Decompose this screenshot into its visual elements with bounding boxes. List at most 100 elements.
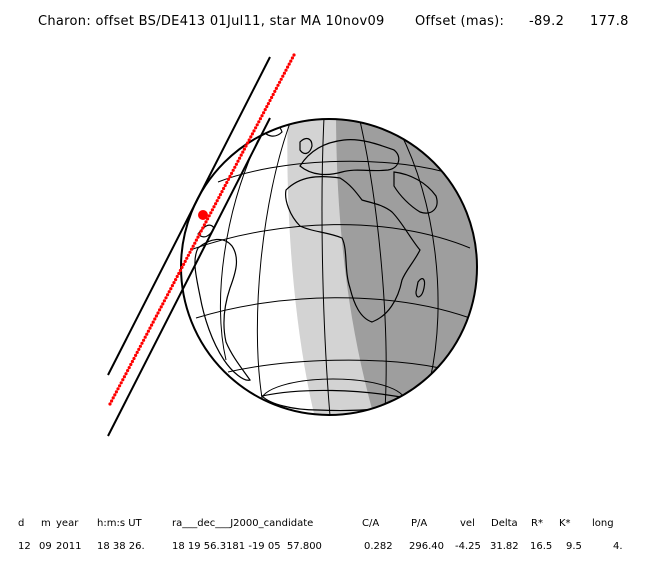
centerline-dot xyxy=(134,353,138,357)
centerline-dot xyxy=(273,89,277,93)
centerline-dot xyxy=(250,132,254,136)
centerline-dot xyxy=(111,396,115,400)
centerline-dot xyxy=(223,183,227,188)
centerline-dot xyxy=(199,229,203,233)
centerline-dot xyxy=(222,186,226,191)
value-year: 2011 xyxy=(56,541,82,552)
centerline-dot xyxy=(263,108,267,112)
centerline-dot xyxy=(212,205,216,209)
britain-outline xyxy=(299,137,313,155)
value-day: 12 xyxy=(18,541,31,552)
centerline-dot xyxy=(162,299,166,303)
centerline-dot xyxy=(210,208,214,212)
centerline-dot xyxy=(242,147,246,151)
centerline-dot xyxy=(110,399,114,403)
centerline-dot xyxy=(258,117,262,121)
centerline-dot xyxy=(166,293,170,297)
centerline-dot xyxy=(207,214,211,218)
value-kstar: 9.5 xyxy=(566,541,582,552)
centerline-dot xyxy=(239,153,243,157)
centerline-dot xyxy=(182,262,186,266)
centerline-dot xyxy=(209,211,213,215)
centerline-dot xyxy=(154,314,158,318)
centerline-dot xyxy=(126,369,130,373)
centerline-dot xyxy=(265,105,269,109)
centerline-dot xyxy=(278,80,282,84)
centerline-dot xyxy=(169,287,173,291)
centerline-dot xyxy=(214,202,218,206)
centerline-dot xyxy=(127,366,131,370)
centerline-dot xyxy=(191,244,195,248)
centerline-dot xyxy=(290,56,294,60)
shadow-path-north-limit xyxy=(107,56,271,376)
centerline-dot xyxy=(287,62,291,66)
value-rstar: 16.5 xyxy=(530,541,553,552)
centerline-dot xyxy=(164,296,168,300)
centerline-dot xyxy=(183,259,187,263)
centerline-dot xyxy=(282,71,286,75)
meridian-line xyxy=(321,119,331,415)
centerline-dot xyxy=(249,135,253,139)
centerline-dot xyxy=(257,120,261,124)
graticule xyxy=(189,119,471,415)
centerline-dot xyxy=(252,129,256,133)
centerline-dot xyxy=(238,156,242,160)
middle-east-outline xyxy=(393,171,438,214)
centerline-dot xyxy=(161,302,165,306)
header-month: m xyxy=(41,518,51,529)
centerline-dot xyxy=(153,317,157,321)
value-time: 18 38 26. xyxy=(97,541,145,552)
centerline-dot xyxy=(247,138,251,142)
centerline-dot xyxy=(234,162,238,166)
centerline-dot xyxy=(255,123,259,127)
africa-outline xyxy=(285,176,421,323)
value-ca: 0.282 xyxy=(364,541,393,552)
centerline-dot xyxy=(271,92,275,97)
centerline-dot xyxy=(178,268,182,273)
value-delta: 31.82 xyxy=(490,541,519,552)
centerline-dot xyxy=(113,393,117,397)
centerline-dot xyxy=(198,232,202,236)
centerline-dot xyxy=(158,308,162,312)
centerline-dot xyxy=(175,274,179,279)
centerline-dot xyxy=(286,65,290,69)
title-object-text: Charon: offset BS/DE413 01Jul11, star MA… xyxy=(38,14,385,29)
centerline-dot xyxy=(174,278,178,282)
centerline-dot xyxy=(150,323,154,327)
centerline-dot xyxy=(228,174,232,178)
centerline-dot xyxy=(186,253,190,257)
centerline-dot xyxy=(193,241,197,245)
madagascar-outline xyxy=(415,278,426,298)
centerline-dot xyxy=(188,250,192,254)
centerline-dot xyxy=(236,159,240,163)
centerline-dot xyxy=(108,402,112,406)
value-long: 4. xyxy=(613,541,623,552)
centerline-dot xyxy=(226,177,230,181)
header-ca: C/A xyxy=(362,518,380,529)
centerline-dot xyxy=(194,238,198,242)
centerline-dot xyxy=(129,362,133,367)
centerline-dot xyxy=(138,344,142,348)
centerline-dot xyxy=(217,196,221,200)
title-offset-ra: -89.2 xyxy=(529,14,565,29)
centerline-dot xyxy=(124,372,128,376)
meridian-line xyxy=(359,120,387,411)
centerline-dot xyxy=(170,284,174,288)
centerline-dot xyxy=(119,381,123,385)
title-offset-label: Offset (mas): xyxy=(415,14,505,29)
centerline-dot xyxy=(121,378,125,382)
centerline-dot xyxy=(167,290,171,294)
centerline-dot xyxy=(260,114,264,118)
europe-outline xyxy=(299,139,400,176)
centerline-dot xyxy=(289,59,293,63)
centerline-dot xyxy=(118,384,122,388)
centerline-dot xyxy=(284,68,288,72)
header-long: long xyxy=(592,518,614,529)
header-radec: ra___dec___J2000_candidate xyxy=(172,518,314,529)
centerline-dot xyxy=(145,332,149,336)
shadow-path-south-limit xyxy=(107,117,271,437)
centerline-dot xyxy=(268,98,272,103)
centerline-dot xyxy=(196,235,200,239)
header-year: year xyxy=(56,518,79,529)
value-radec: 18 19 56.3181 -19 05 57.800 xyxy=(172,541,322,552)
